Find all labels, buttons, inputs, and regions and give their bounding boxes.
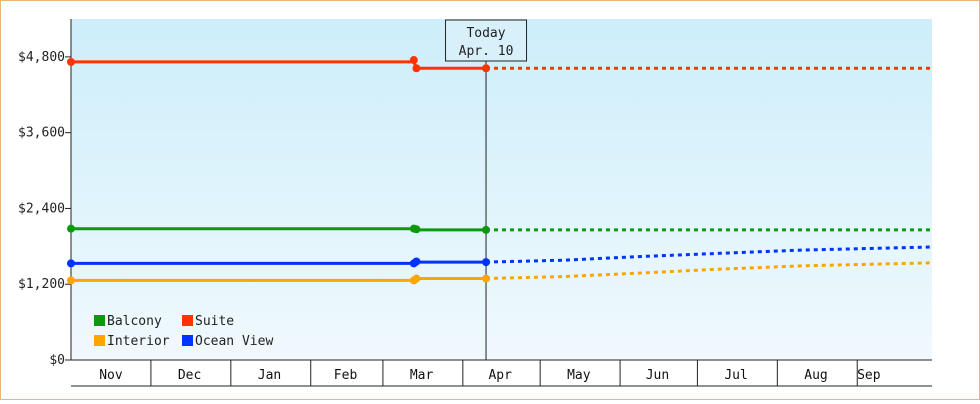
data-point-suite <box>409 56 418 65</box>
plot-background <box>71 19 932 360</box>
data-point-interior <box>482 274 491 283</box>
month-label: Mar <box>410 368 434 383</box>
data-point-interior <box>412 274 421 283</box>
legend-label-interior: Interior <box>107 334 170 349</box>
month-label: Nov <box>99 368 123 383</box>
legend-label-ocean-view: Ocean View <box>195 334 273 349</box>
legend-label-suite: Suite <box>195 314 234 329</box>
y-axis: $0 $1,200 $2,400 $3,600 $4,800 <box>18 19 72 368</box>
today-box <box>445 19 528 62</box>
data-point-ocean-view <box>412 257 421 266</box>
data-point-balcony <box>482 225 491 234</box>
month-label: Jan <box>258 368 281 383</box>
y-tick-label: $4,800 <box>18 50 65 65</box>
series-ocean-view <box>67 245 933 268</box>
y-tick-label: $0 <box>49 353 65 368</box>
legend-swatch-balcony <box>94 315 105 326</box>
month-label: Aug <box>804 368 827 383</box>
today-date: Apr. 10 <box>459 44 514 59</box>
month-label: Apr <box>488 368 512 383</box>
data-point-suite <box>412 64 421 73</box>
data-point-ocean-view <box>482 258 491 267</box>
legend-label-balcony: Balcony <box>107 314 162 329</box>
data-point-ocean-view <box>67 259 75 268</box>
today-label: Today <box>466 26 505 41</box>
month-label: Sep <box>857 368 881 383</box>
today-marker: Today Apr. 10 <box>445 19 528 360</box>
legend-swatch-interior <box>94 335 105 346</box>
series-forecast-ocean-view <box>485 245 933 264</box>
y-tick-label: $2,400 <box>18 201 65 216</box>
series-interior <box>67 261 933 285</box>
legend-swatch-suite <box>182 315 193 326</box>
legend: Balcony Suite Interior Ocean View <box>94 314 273 349</box>
data-point-suite <box>67 57 75 66</box>
series-line-ocean-view <box>71 260 486 265</box>
x-axis: Nov Dec Jan Feb Mar Apr May Jun Jul Aug Sep <box>71 359 932 387</box>
series-suite <box>67 56 932 73</box>
series-balcony <box>67 224 932 234</box>
series-forecast-interior <box>485 261 933 280</box>
month-label: Dec <box>178 368 201 383</box>
y-tick-label: $3,600 <box>18 126 65 141</box>
data-point-balcony <box>412 225 421 234</box>
month-label: Jul <box>724 368 747 383</box>
data-point-suite <box>482 64 491 73</box>
month-label: May <box>567 368 591 383</box>
data-point-balcony <box>67 224 75 233</box>
series-layer <box>67 56 933 285</box>
month-label: Jun <box>646 368 669 383</box>
month-label: Feb <box>334 368 358 383</box>
data-point-interior <box>67 276 75 285</box>
legend-swatch-ocean-view <box>182 335 193 346</box>
y-tick-label: $1,200 <box>18 277 65 292</box>
series-line-balcony <box>71 227 486 232</box>
